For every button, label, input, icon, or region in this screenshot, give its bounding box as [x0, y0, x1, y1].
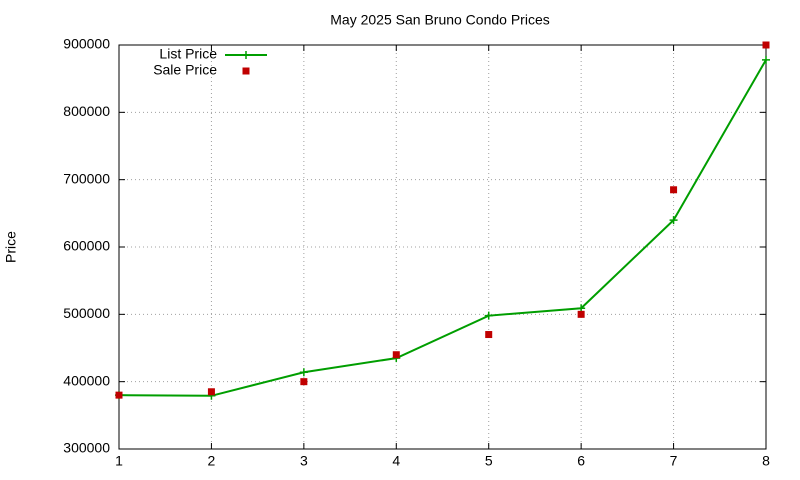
chart-title: May 2025 San Bruno Condo Prices: [330, 12, 549, 28]
point: [670, 186, 678, 194]
y-tick-label: 700000: [63, 170, 110, 186]
legend-label: List Price: [159, 46, 217, 62]
point: [299, 368, 308, 377]
x-tick-label: 6: [577, 453, 585, 469]
x-tick-label: 5: [485, 453, 493, 469]
plot-border: [118, 44, 767, 450]
point: [392, 351, 400, 359]
point: [762, 55, 770, 64]
point: [669, 216, 678, 225]
x-tick-label: 4: [392, 453, 400, 469]
y-tick-label: 400000: [63, 372, 110, 388]
point: [300, 378, 308, 386]
point: [207, 388, 215, 396]
point: [485, 331, 493, 339]
point: [484, 311, 493, 320]
point: [762, 41, 770, 49]
x-tick-label: 7: [670, 453, 678, 469]
y-tick-label: 300000: [63, 440, 110, 456]
y-tick-label: 500000: [63, 305, 110, 321]
legend-swatch: [242, 67, 250, 75]
x-tick-label: 3: [300, 453, 308, 469]
y-tick-label: 800000: [63, 103, 110, 119]
line: [118, 59, 767, 397]
y-tick-label: 600000: [63, 238, 110, 254]
x-tick-label: 1: [115, 453, 123, 469]
point: [577, 310, 585, 318]
x-tick-label: 2: [208, 453, 216, 469]
y-axis-label: Price: [3, 231, 19, 263]
y-tick-label: 900000: [63, 36, 110, 52]
x-tick-label: 8: [762, 453, 770, 469]
legend-swatch: [242, 51, 250, 59]
legend-label: Sale Price: [153, 62, 217, 78]
point: [115, 391, 123, 399]
